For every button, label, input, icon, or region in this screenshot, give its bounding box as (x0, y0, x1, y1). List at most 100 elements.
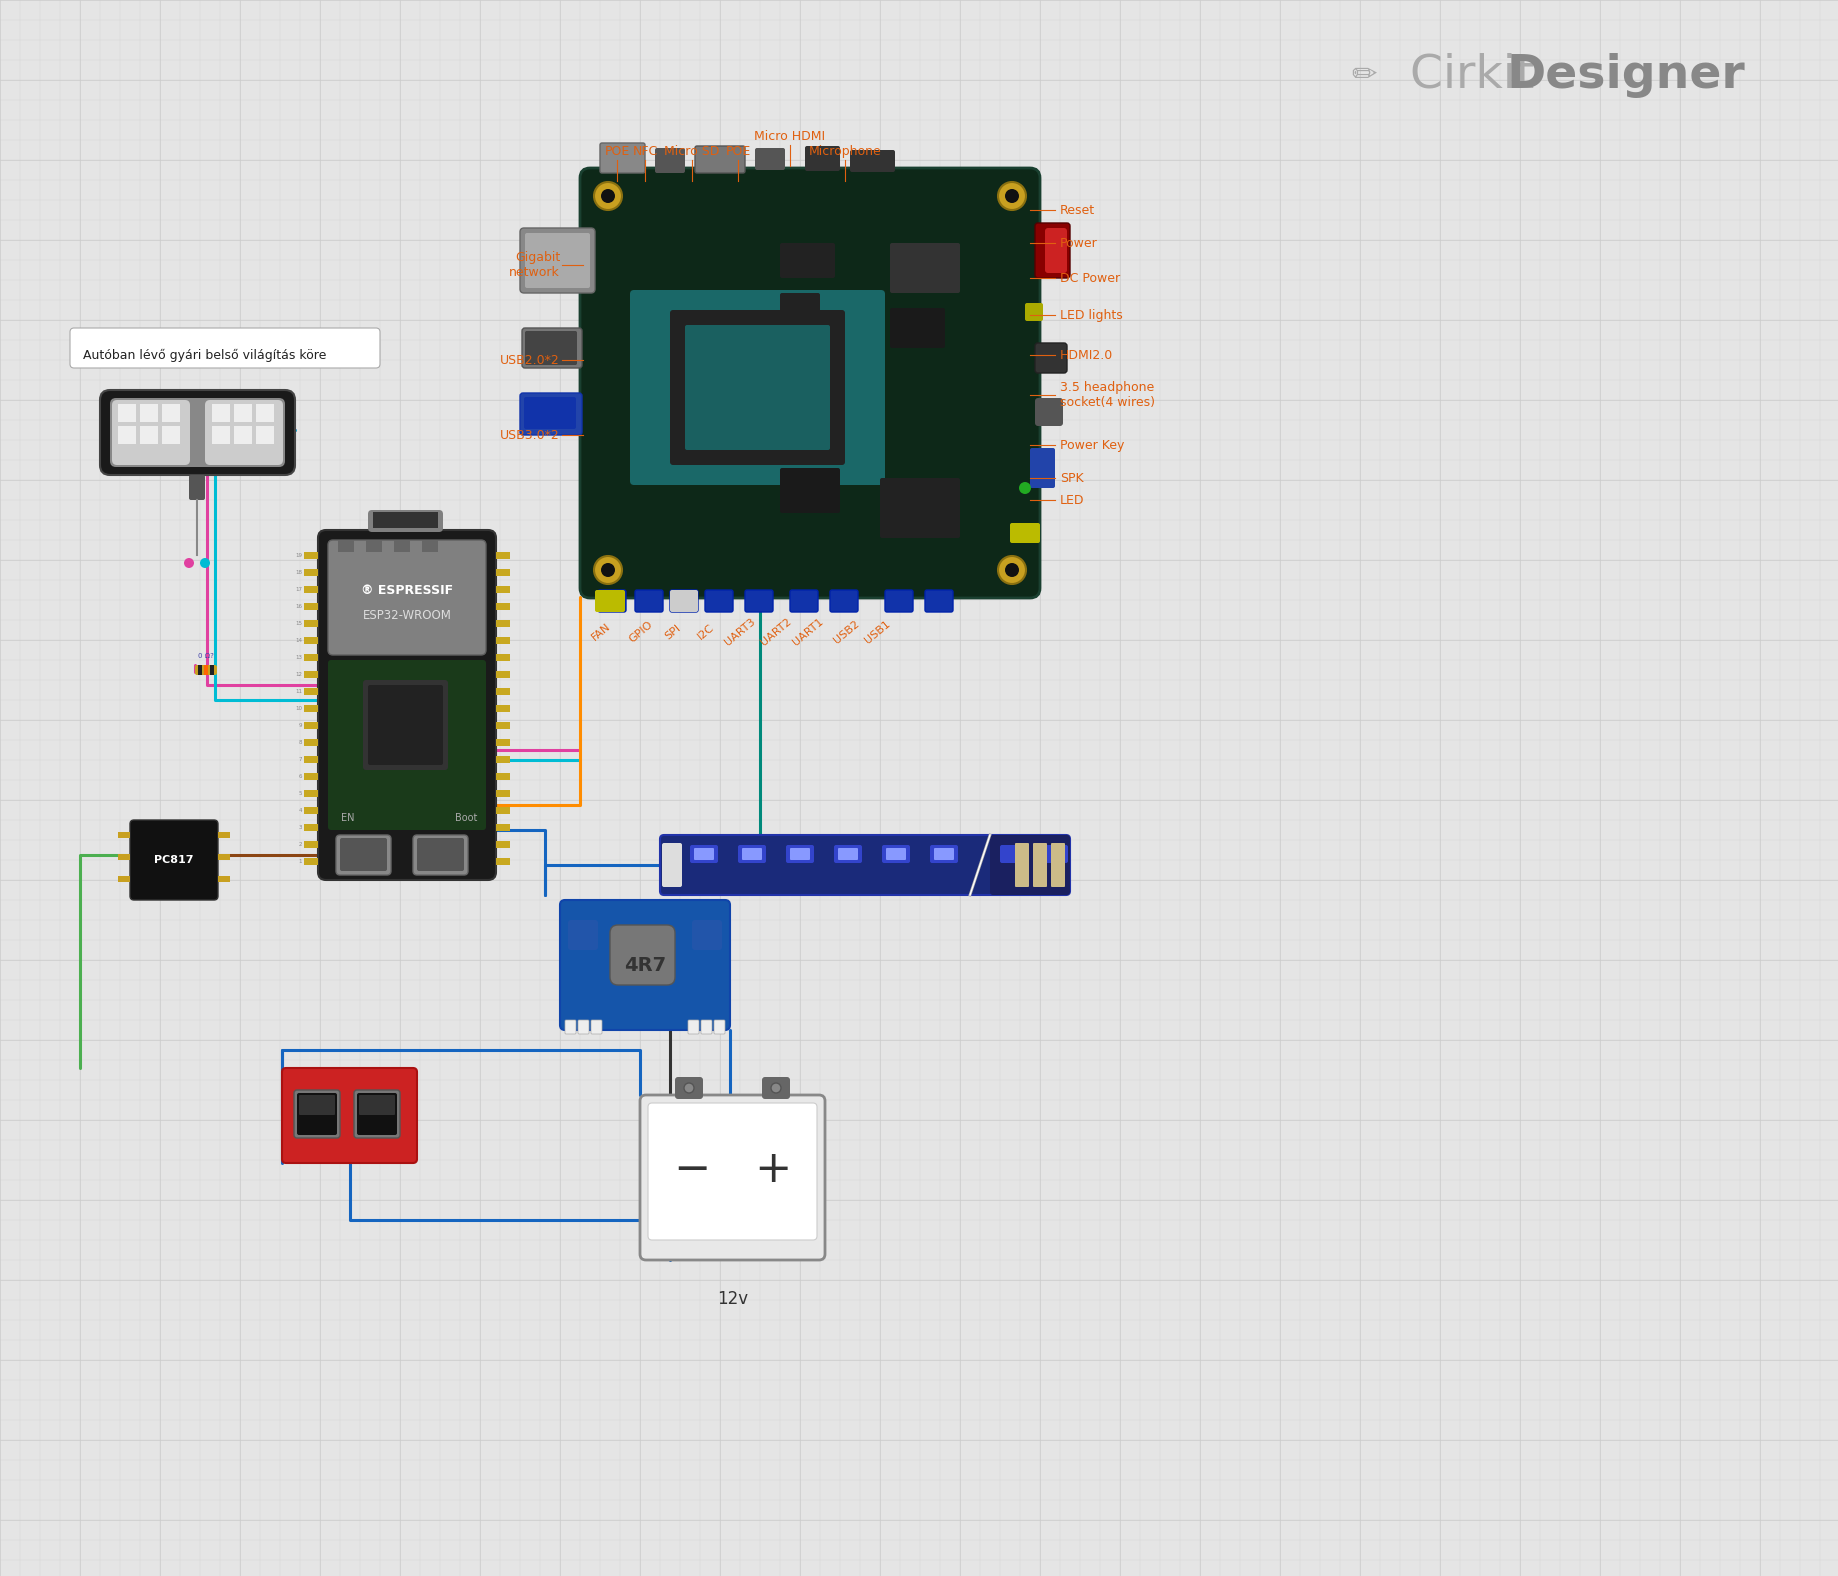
Text: Micro SD: Micro SD (664, 145, 720, 158)
Text: ESP32-WROOM: ESP32-WROOM (362, 608, 452, 621)
Text: GPIO: GPIO (627, 619, 654, 645)
Text: SPI: SPI (664, 623, 684, 641)
Text: 12v: 12v (717, 1291, 748, 1308)
Text: EN: EN (342, 813, 355, 823)
FancyBboxPatch shape (99, 389, 296, 474)
FancyBboxPatch shape (596, 589, 625, 611)
FancyBboxPatch shape (890, 243, 959, 293)
Text: USB3.0*2: USB3.0*2 (500, 429, 561, 441)
FancyBboxPatch shape (649, 1103, 818, 1240)
FancyBboxPatch shape (1046, 229, 1068, 273)
Text: ® ESPRESSIF: ® ESPRESSIF (360, 583, 452, 596)
FancyBboxPatch shape (340, 838, 388, 872)
FancyBboxPatch shape (831, 589, 858, 611)
Text: 8: 8 (298, 739, 301, 744)
FancyBboxPatch shape (671, 310, 845, 465)
FancyBboxPatch shape (779, 468, 840, 514)
FancyBboxPatch shape (520, 229, 596, 293)
Text: 7: 7 (298, 756, 301, 761)
FancyBboxPatch shape (300, 1095, 335, 1114)
Bar (303, 704, 318, 712)
FancyBboxPatch shape (526, 233, 590, 288)
FancyBboxPatch shape (744, 589, 774, 611)
FancyBboxPatch shape (281, 1069, 417, 1163)
Text: PC817: PC817 (154, 856, 193, 865)
FancyBboxPatch shape (662, 843, 682, 887)
Circle shape (601, 563, 616, 577)
Bar (496, 604, 509, 610)
FancyBboxPatch shape (130, 820, 219, 900)
FancyBboxPatch shape (886, 848, 906, 860)
FancyBboxPatch shape (1033, 843, 1048, 887)
FancyBboxPatch shape (706, 589, 733, 611)
Bar (496, 619, 509, 627)
FancyBboxPatch shape (991, 835, 1070, 895)
Bar (162, 426, 180, 444)
Bar (496, 654, 509, 660)
FancyBboxPatch shape (654, 148, 686, 173)
FancyBboxPatch shape (581, 169, 1040, 597)
Circle shape (184, 558, 195, 567)
Circle shape (1018, 482, 1031, 493)
Circle shape (998, 181, 1026, 210)
FancyBboxPatch shape (526, 331, 577, 366)
FancyBboxPatch shape (671, 589, 698, 611)
Text: Microphone: Microphone (809, 145, 882, 158)
FancyBboxPatch shape (1026, 303, 1042, 322)
Bar (303, 739, 318, 745)
Bar (199, 665, 202, 675)
FancyBboxPatch shape (522, 328, 583, 369)
Text: Power Key: Power Key (1061, 438, 1125, 451)
Text: USB2.0*2: USB2.0*2 (500, 353, 561, 367)
Text: Micro HDMI: Micro HDMI (754, 129, 825, 143)
Bar (219, 832, 230, 838)
Text: 16: 16 (296, 604, 301, 608)
FancyBboxPatch shape (695, 848, 713, 860)
FancyBboxPatch shape (1035, 399, 1062, 426)
Bar (255, 403, 274, 422)
Bar (303, 842, 318, 848)
Text: Cirkit: Cirkit (1395, 52, 1549, 98)
Text: USB2: USB2 (831, 618, 860, 645)
FancyBboxPatch shape (713, 1020, 724, 1034)
Bar (496, 807, 509, 813)
FancyBboxPatch shape (1035, 222, 1070, 277)
Circle shape (684, 1083, 695, 1094)
Text: USB1: USB1 (862, 618, 891, 645)
FancyBboxPatch shape (358, 1095, 395, 1114)
Bar (140, 403, 158, 422)
FancyBboxPatch shape (1015, 843, 1029, 887)
Bar (118, 426, 136, 444)
FancyBboxPatch shape (368, 511, 443, 533)
Bar (303, 552, 318, 559)
Text: SPK: SPK (1061, 471, 1084, 484)
Bar (118, 854, 130, 860)
FancyBboxPatch shape (368, 686, 443, 764)
FancyBboxPatch shape (1051, 843, 1064, 887)
FancyBboxPatch shape (357, 1094, 397, 1135)
FancyBboxPatch shape (779, 293, 820, 318)
FancyBboxPatch shape (755, 148, 785, 170)
Bar (496, 824, 509, 831)
FancyBboxPatch shape (686, 325, 831, 451)
FancyBboxPatch shape (700, 1020, 711, 1034)
Bar (496, 586, 509, 593)
Text: 11: 11 (296, 689, 301, 693)
Circle shape (200, 558, 210, 567)
FancyBboxPatch shape (362, 679, 448, 771)
FancyBboxPatch shape (1000, 845, 1027, 864)
Bar (303, 772, 318, 780)
FancyBboxPatch shape (1011, 523, 1040, 544)
FancyBboxPatch shape (298, 1094, 336, 1135)
Text: DC Power: DC Power (1061, 271, 1119, 285)
Circle shape (1005, 563, 1018, 577)
FancyBboxPatch shape (520, 392, 583, 435)
Text: +: + (754, 1147, 792, 1190)
Bar (303, 790, 318, 797)
Text: 2: 2 (298, 842, 301, 846)
Bar (303, 604, 318, 610)
FancyBboxPatch shape (675, 1076, 702, 1098)
FancyBboxPatch shape (564, 1020, 575, 1034)
Text: 12: 12 (296, 671, 301, 676)
FancyBboxPatch shape (930, 845, 958, 864)
